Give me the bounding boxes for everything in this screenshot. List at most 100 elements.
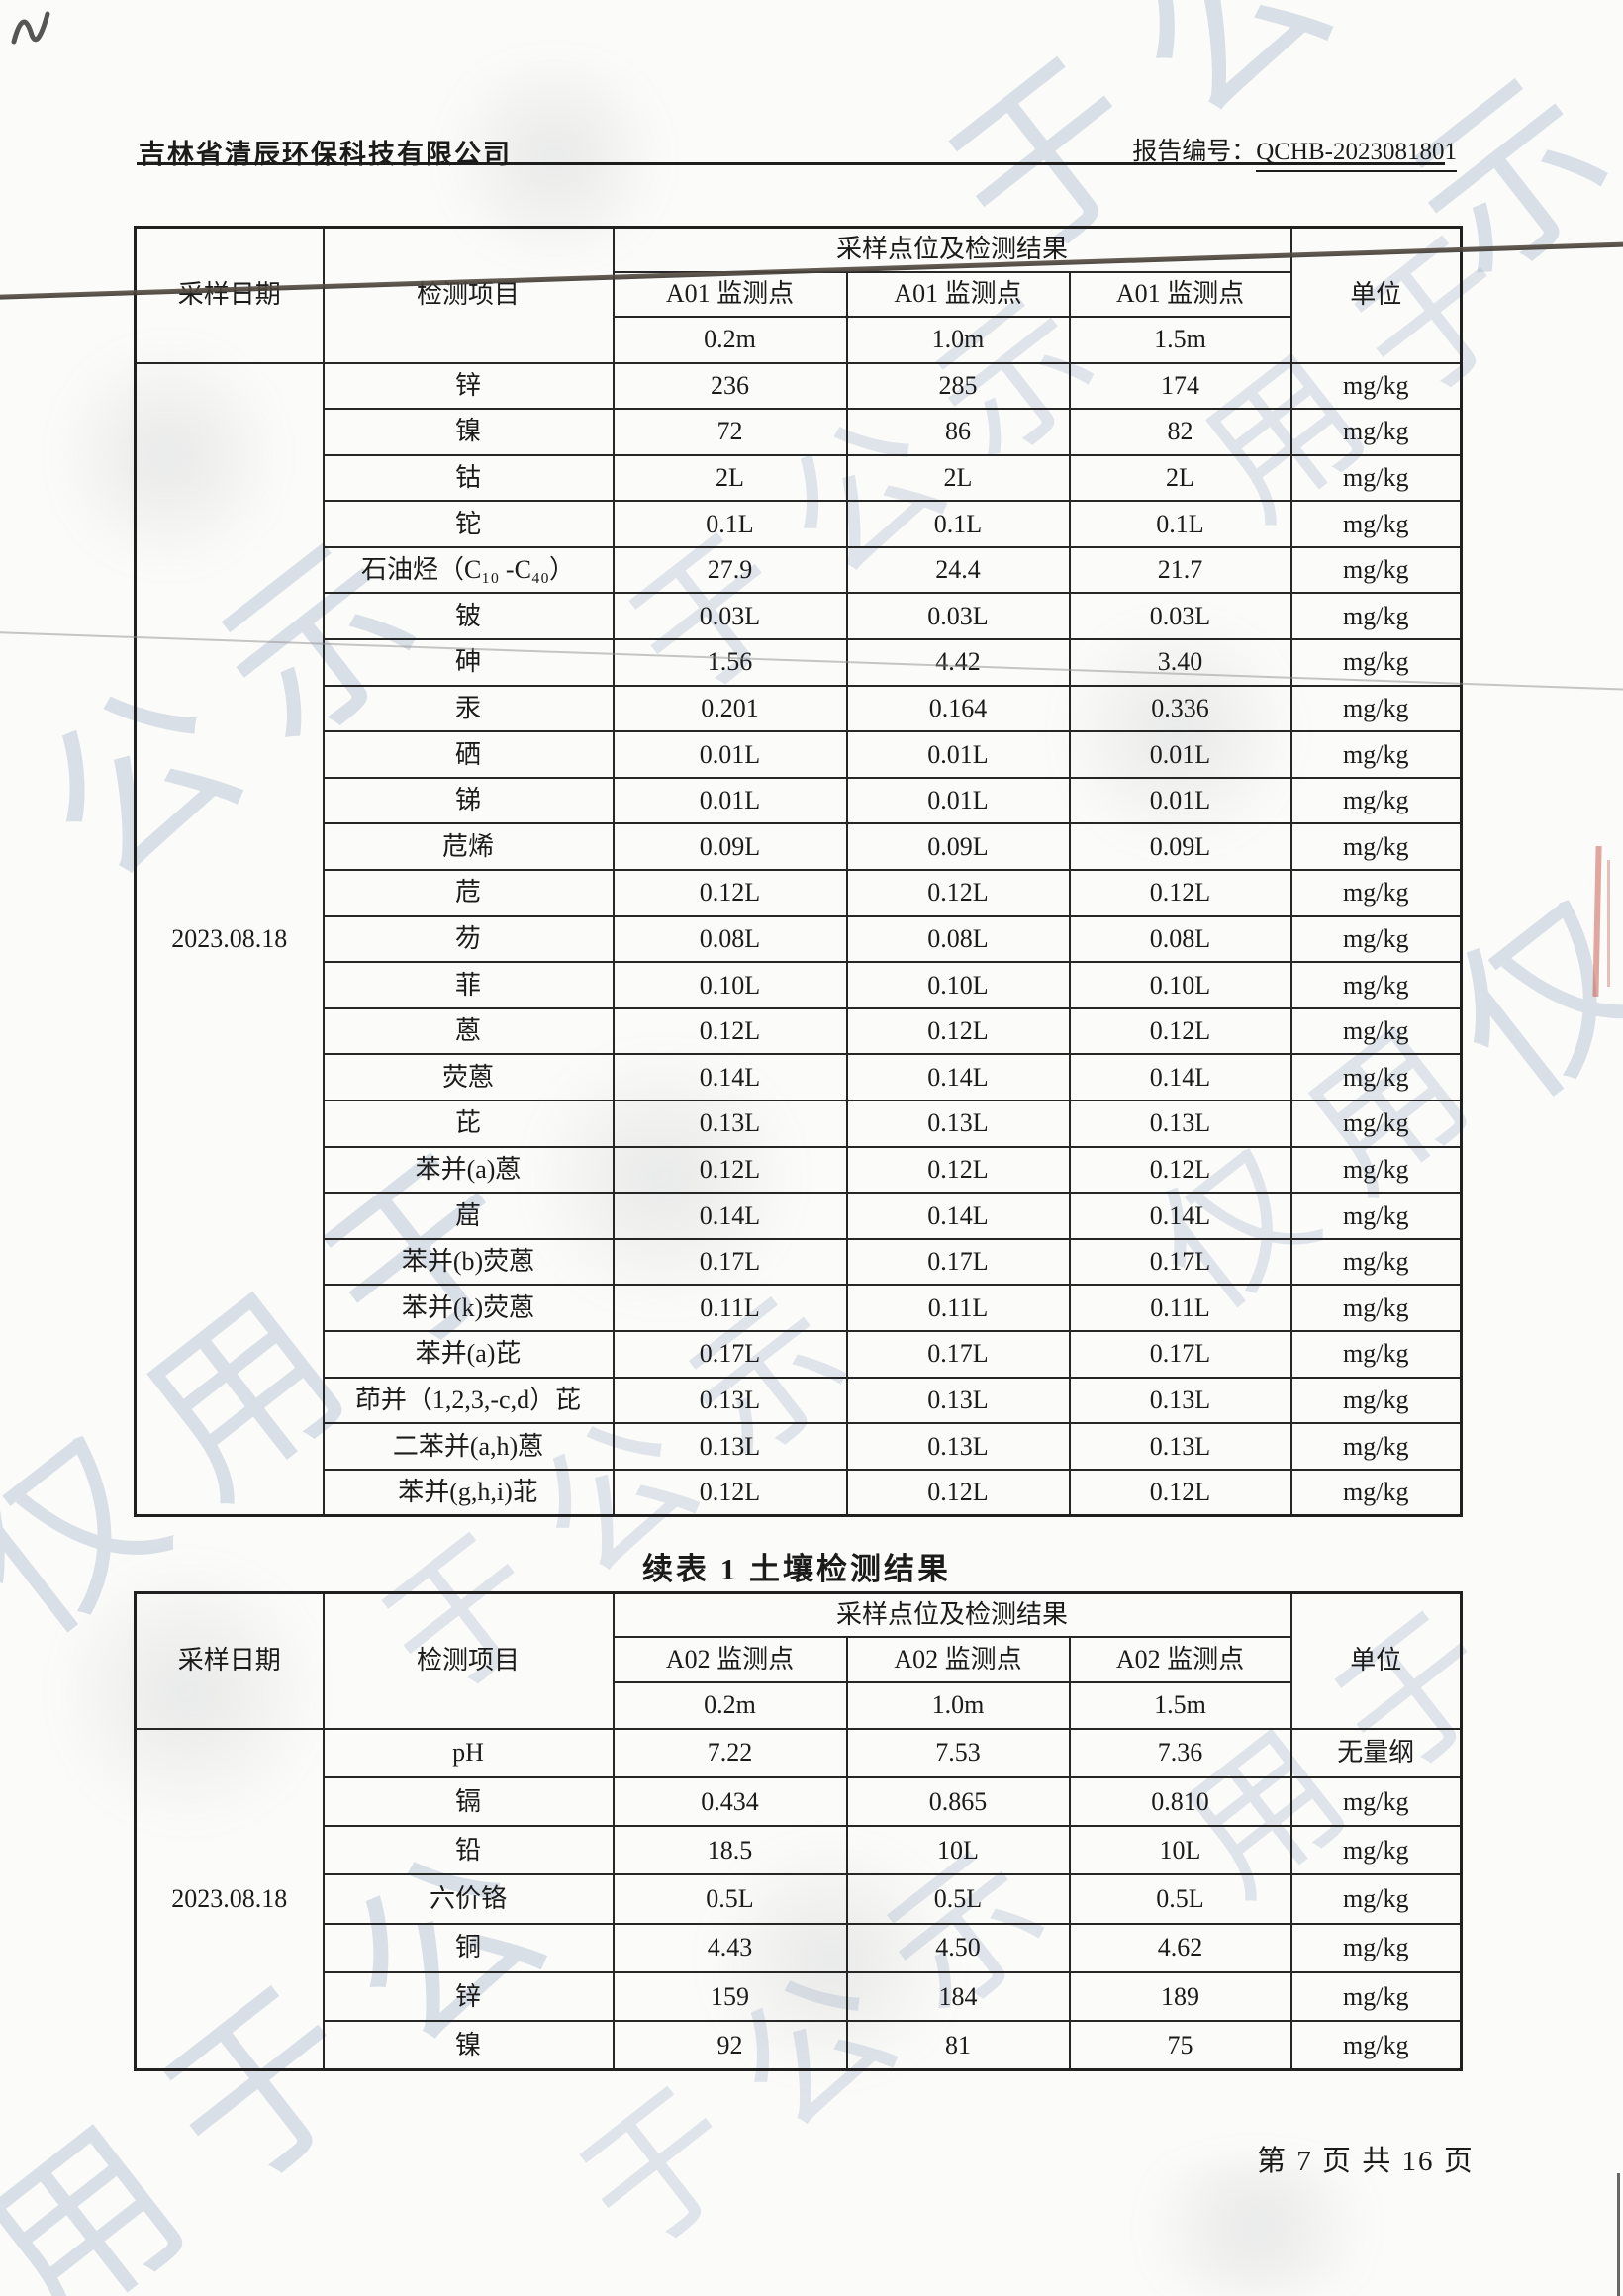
result-value-cell: 2L xyxy=(1068,453,1292,503)
page-edge-artifact xyxy=(1617,2173,1620,2296)
result-value-cell: 0.5L xyxy=(845,1873,1071,1925)
table-row: 镉 0.434 0.865 0.810 mg/kg xyxy=(136,1775,1463,1828)
result-value-cell: 0.01L xyxy=(845,776,1071,825)
table-header-row: 0.2m 1.0m 1.5m xyxy=(136,1680,1462,1730)
unit-cell: mg/kg xyxy=(1289,869,1463,917)
report-number: 报告编号：QCHB-2023081801 xyxy=(1132,132,1457,172)
result-value-cell: 0.17L xyxy=(845,1237,1071,1287)
result-value-cell: 0.01L xyxy=(1068,730,1292,779)
unit-cell: mg/kg xyxy=(1289,1873,1463,1925)
table-row: 钴 2L 2L 2L mg/kg xyxy=(136,453,1463,503)
result-value-cell: 24.4 xyxy=(845,545,1071,595)
test-item-cell: 六价铬 xyxy=(322,1873,615,1925)
result-value-cell: 0.11L xyxy=(612,1284,848,1332)
result-value-cell: 0.1L xyxy=(845,500,1071,548)
result-value-cell: 0.13L xyxy=(612,1100,848,1148)
unit-cell: mg/kg xyxy=(1289,1922,1463,1973)
result-value-cell: 0.13L xyxy=(1068,1100,1292,1148)
test-item-cell: 镍 xyxy=(322,408,615,456)
result-value-cell: 0.14L xyxy=(1068,1053,1292,1101)
table-row: 菲 0.10L 0.10L 0.10L mg/kg xyxy=(136,961,1463,1009)
header-rule xyxy=(137,162,1445,165)
unit-cell: mg/kg xyxy=(1289,545,1463,595)
table-header-row: A01 监测点 A01 监测点 A01 监测点 xyxy=(136,270,1462,318)
test-item-cell: 苯并(g,h,i)苝 xyxy=(322,1468,615,1517)
unit-cell: mg/kg xyxy=(1289,1100,1463,1148)
result-value-cell: 0.01L xyxy=(612,730,848,779)
test-item-cell: 苯并(b)荧蒽 xyxy=(322,1237,615,1287)
unit-cell: mg/kg xyxy=(1289,914,1463,964)
result-value-cell: 0.03L xyxy=(1068,592,1292,641)
header-unit: 单位 xyxy=(1289,1591,1463,1730)
result-value-cell: 10L xyxy=(845,1825,1071,1876)
table-row: 锑 0.01L 0.01L 0.01L mg/kg xyxy=(136,776,1463,825)
result-value-cell: 0.12L xyxy=(612,1145,848,1195)
result-value-cell: 2L xyxy=(612,453,848,503)
unit-cell: mg/kg xyxy=(1289,822,1463,872)
test-item-cell: 镍 xyxy=(322,2020,615,2071)
table-row: 二苯并(a,h)蒽 0.13L 0.13L 0.13L mg/kg xyxy=(136,1422,1463,1471)
sample-date-cell: 2023.08.18 xyxy=(134,361,325,1517)
unit-cell: mg/kg xyxy=(1289,684,1463,733)
result-value-cell: 0.03L xyxy=(845,592,1071,641)
unit-cell: mg/kg xyxy=(1289,776,1463,825)
red-streak-artifact xyxy=(1607,860,1610,987)
unit-cell: mg/kg xyxy=(1289,1970,1463,2023)
continuation-table-title: 续表 1 土壤检测结果 xyxy=(642,1552,951,1586)
test-item-cell: 锑 xyxy=(322,776,615,825)
result-value-cell: 184 xyxy=(845,1970,1071,2023)
test-item-cell: 铊 xyxy=(322,500,615,548)
unit-cell: mg/kg xyxy=(1289,361,1463,411)
result-value-cell: 0.01L xyxy=(612,776,848,825)
table-row: 铊 0.1L 0.1L 0.1L mg/kg xyxy=(136,500,1463,548)
result-value-cell: 7.22 xyxy=(612,1727,848,1778)
result-value-cell: 0.12L xyxy=(1068,1006,1292,1056)
result-value-cell: 159 xyxy=(612,1970,848,2023)
header-depth: 1.5m xyxy=(1068,315,1292,364)
table-row: 石油烃（C₁₀ -C₄₀） 27.9 24.4 21.7 mg/kg xyxy=(136,545,1463,595)
result-value-cell: 174 xyxy=(1068,361,1292,411)
test-item-cell: 䓛 xyxy=(322,1192,615,1240)
result-value-cell: 7.53 xyxy=(845,1727,1071,1778)
result-value-cell: 0.12L xyxy=(1068,869,1292,917)
unit-cell: mg/kg xyxy=(1289,1237,1463,1287)
unit-cell: mg/kg xyxy=(1289,961,1463,1009)
result-value-cell: 0.201 xyxy=(612,684,848,733)
result-value-cell: 2L xyxy=(845,453,1071,503)
result-value-cell: 0.13L xyxy=(1068,1422,1292,1471)
result-value-cell: 0.5L xyxy=(612,1873,848,1925)
unit-cell: mg/kg xyxy=(1289,1329,1463,1379)
result-value-cell: 0.434 xyxy=(612,1775,848,1828)
test-item-cell: 苊 xyxy=(322,869,615,917)
table-row: 镍 92 81 75 mg/kg xyxy=(136,2020,1463,2071)
result-value-cell: 0.12L xyxy=(845,1006,1071,1056)
test-item-cell: 荧蒽 xyxy=(322,1053,615,1101)
unit-cell: mg/kg xyxy=(1289,1468,1463,1517)
result-value-cell: 0.08L xyxy=(845,914,1071,964)
table-body: 2023.08.18 pH 7.22 7.53 7.36 无量纲镉 0.434 0.865 0.… xyxy=(134,1727,1463,2071)
result-value-cell: 1.56 xyxy=(612,638,848,687)
table-header-row: 0.2m 1.0m 1.5m xyxy=(136,315,1462,364)
header-depth: 1.5m xyxy=(1068,1680,1292,1730)
result-value-cell: 0.17L xyxy=(1068,1237,1292,1287)
result-value-cell: 86 xyxy=(845,408,1071,456)
unit-cell: mg/kg xyxy=(1289,1422,1463,1471)
test-item-cell: 苯并(k)荧蒽 xyxy=(322,1284,615,1332)
table-row: 苯并(k)荧蒽 0.11L 0.11L 0.11L mg/kg xyxy=(136,1284,1463,1332)
unit-cell: mg/kg xyxy=(1289,1145,1463,1195)
result-value-cell: 0.09L xyxy=(612,822,848,872)
result-value-cell: 0.08L xyxy=(1068,914,1292,964)
test-item-cell: 石油烃（C₁₀ -C₄₀） xyxy=(322,545,615,595)
result-value-cell: 92 xyxy=(612,2020,848,2071)
result-value-cell: 0.13L xyxy=(845,1100,1071,1148)
test-item-cell: 铍 xyxy=(322,592,615,641)
table-row: 芴 0.08L 0.08L 0.08L mg/kg xyxy=(136,914,1463,964)
unit-cell: 无量纲 xyxy=(1289,1727,1463,1778)
table-row: 苯并(a)蒽 0.12L 0.12L 0.12L mg/kg xyxy=(136,1145,1463,1195)
result-value-cell: 0.09L xyxy=(845,822,1071,872)
table-row: 铜 4.43 4.50 4.62 mg/kg xyxy=(136,1922,1463,1973)
result-value-cell: 0.17L xyxy=(845,1329,1071,1379)
result-value-cell: 0.12L xyxy=(612,1006,848,1056)
table-row: 茚并（1,2,3,-c,d）芘 0.13L 0.13L 0.13L mg/kg xyxy=(136,1376,1463,1425)
